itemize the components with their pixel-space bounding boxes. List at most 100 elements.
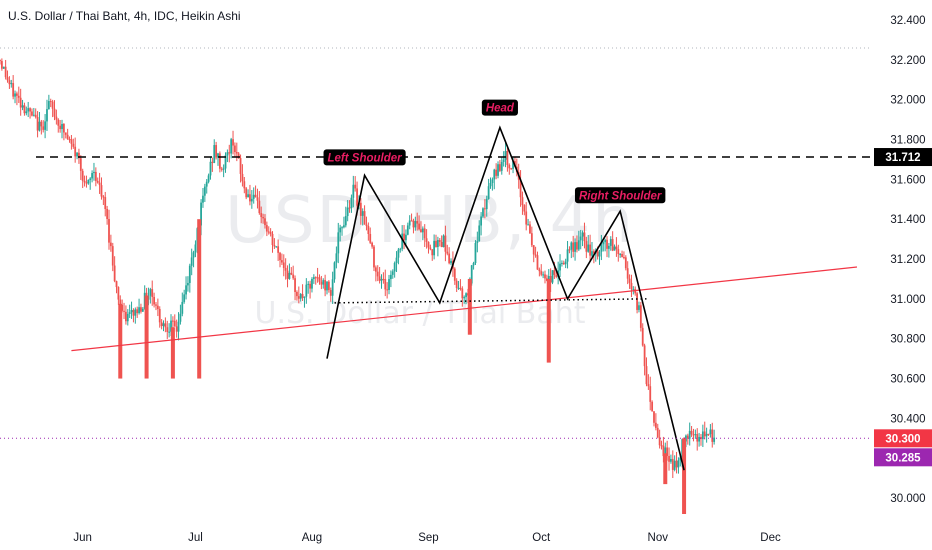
candle-body: [465, 293, 467, 298]
candle-body: [696, 434, 699, 442]
candle-body: [6, 77, 9, 81]
candle-body: [311, 279, 313, 289]
symbol-watermark: USDTHB, 4h U.S. Dollar / Thai Baht: [225, 184, 633, 331]
candle-body: [190, 257, 193, 266]
candle-body: [200, 202, 202, 226]
candle-body: [202, 195, 204, 203]
candle-spike: [118, 303, 123, 379]
candle-body: [624, 257, 627, 269]
candle-body: [314, 277, 317, 279]
candle-body: [42, 126, 45, 130]
candle-body: [168, 331, 171, 333]
candle-body: [230, 139, 233, 154]
candle-body: [506, 150, 509, 166]
candle-body: [115, 281, 118, 288]
candle-body: [643, 345, 646, 367]
last-price-label: 30.300: [885, 433, 920, 445]
candle-body: [585, 241, 588, 252]
time-tick-label: Aug: [302, 532, 322, 544]
candle-body: [463, 297, 466, 299]
candle-body: [301, 294, 304, 298]
price-tick-label: 31.000: [890, 294, 925, 306]
candle-body: [104, 197, 107, 209]
candle-body: [384, 279, 387, 290]
candle-body: [119, 299, 122, 305]
marker-price-label: 30.285: [885, 452, 921, 464]
candle-body: [111, 246, 114, 266]
candle-body: [457, 287, 460, 289]
candle-body: [156, 305, 159, 309]
candle-body: [269, 231, 272, 234]
candle-body: [587, 244, 590, 252]
candle-body: [344, 216, 347, 226]
drawings: [0, 125, 872, 471]
candle-body: [651, 401, 654, 412]
candle-body: [205, 181, 208, 187]
pattern-label-bg: [574, 187, 666, 204]
candle-body: [356, 188, 358, 206]
candle-body: [414, 221, 417, 228]
candle-body: [83, 180, 86, 183]
candle-body: [288, 272, 291, 279]
candle-body: [12, 83, 15, 97]
candle-body: [574, 242, 576, 252]
price-axis[interactable]: 32.400 32.200 32.000 31.800 31.600 31.400 31.2…: [874, 15, 932, 505]
candle-body: [418, 223, 420, 230]
candle-body: [149, 289, 152, 296]
candle-body: [194, 244, 197, 253]
candle-body: [604, 239, 607, 243]
candle-body: [427, 241, 430, 248]
candle-body: [350, 197, 353, 209]
candle-body: [19, 97, 22, 108]
candle-body: [316, 277, 319, 279]
candle-body: [420, 229, 422, 233]
candle-body: [615, 246, 618, 250]
candle-body: [220, 168, 223, 170]
candle-body: [591, 251, 593, 256]
candle-body: [98, 182, 101, 186]
candle-body: [498, 164, 501, 171]
candle-body: [656, 427, 659, 438]
candle-body: [416, 221, 419, 224]
candle-body: [68, 139, 71, 141]
candle-body: [151, 289, 154, 297]
candle-body: [25, 111, 28, 114]
candle-body: [74, 146, 77, 157]
candle-body: [171, 320, 174, 322]
candle-body: [673, 460, 676, 470]
candle-body: [286, 270, 289, 279]
time-tick-label: Sep: [418, 532, 438, 544]
candle-body: [140, 307, 142, 312]
candle-body: [579, 236, 582, 241]
candle-body: [185, 285, 187, 295]
candle-body: [76, 152, 78, 157]
candle-body: [623, 257, 625, 259]
candle-body: [51, 101, 54, 109]
candle-body: [561, 262, 563, 264]
resistance-price-label: 31.712: [885, 152, 920, 164]
candle-body: [660, 445, 663, 447]
candle-body: [234, 145, 236, 153]
candle-body: [249, 194, 251, 202]
candle-body: [297, 296, 300, 299]
candle-body: [138, 307, 140, 314]
candle-body: [568, 249, 571, 251]
candle-body: [203, 186, 206, 196]
candle-body: [480, 216, 483, 226]
candle-body: [405, 234, 407, 241]
pattern-label: Head: [481, 99, 518, 116]
candle-body: [296, 292, 298, 297]
candle-body: [106, 208, 109, 220]
price-tick-label: 32.000: [890, 95, 925, 107]
time-axis[interactable]: Jun Jul Aug Sep Oct Nov Dec: [73, 532, 781, 544]
candle-body: [177, 321, 180, 332]
candle-body: [346, 207, 349, 217]
candle-body: [485, 198, 488, 210]
candle-body: [675, 460, 678, 468]
candle-body: [698, 436, 701, 442]
candle-body: [662, 445, 665, 457]
candle-body: [694, 434, 697, 436]
candle-body: [688, 430, 691, 439]
candle-body: [654, 422, 657, 428]
